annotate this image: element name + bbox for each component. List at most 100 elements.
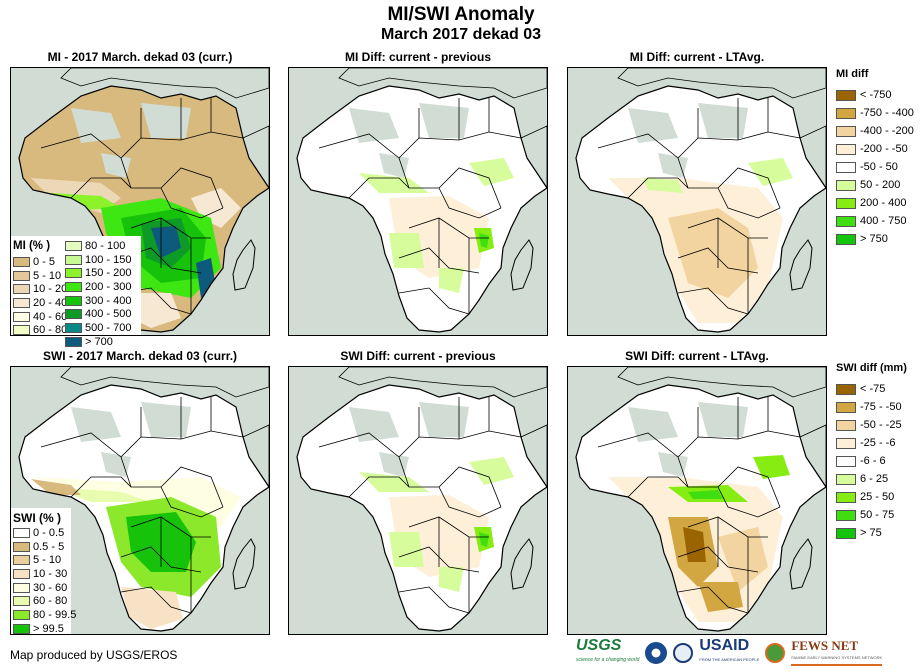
fews-globe-icon — [765, 643, 786, 663]
swi-diff-legend: SWI diff (mm) < -75 -75 - -50 -50 - -25 -25… — [836, 362, 907, 542]
main-title: MI/SWI Anomaly — [387, 4, 535, 25]
country-border — [717, 486, 781, 518]
mi-legend-item: 300 - 400 — [65, 294, 141, 308]
mi-legend-swatch — [65, 240, 82, 251]
swi-legend-swatch — [13, 541, 30, 552]
africa-coastline — [296, 384, 547, 632]
swi-legend-swatch — [13, 609, 30, 620]
europe-outline — [60, 367, 269, 398]
mi-legend-label: 100 - 150 — [85, 253, 132, 266]
no-data-desert-region — [658, 153, 688, 178]
map-panel-swi-diff-ltavg[interactable] — [567, 366, 827, 635]
africa-map — [18, 367, 269, 632]
swi-legend-swatch — [13, 527, 30, 538]
country-border — [438, 517, 470, 613]
africa-coastline — [575, 85, 826, 333]
mi-diff-legend-swatch — [836, 125, 856, 137]
value-region — [517, 545, 529, 572]
africa-coastline — [575, 384, 826, 632]
mi-legend-item: 60 - 80 — [13, 323, 75, 337]
country-border — [717, 187, 781, 219]
mi-legend-swatch — [65, 336, 82, 347]
country-border — [160, 517, 192, 613]
value-region — [439, 268, 464, 293]
usgs-logo-text: USGS — [576, 637, 622, 654]
mi-legend-label: 40 - 60 — [33, 310, 68, 323]
mi-diff-legend-label: 400 - 750 — [860, 215, 907, 227]
mi-diff-legend-item: 50 - 200 — [836, 176, 914, 194]
swi-diff-legend-label: > 75 — [860, 527, 882, 539]
mi-legend-swatch — [13, 311, 30, 322]
madagascar-outline — [789, 538, 813, 590]
madagascar-outline — [232, 538, 256, 590]
mi-legend-item: 100 - 150 — [65, 253, 141, 267]
no-data-desert-region — [141, 402, 191, 437]
swi-diff-legend-item: 25 - 50 — [836, 488, 907, 506]
swi-legend-swatch — [13, 555, 30, 566]
mi-legend-item: 150 - 200 — [65, 266, 141, 280]
swi-diff-legend-item: 6 - 25 — [836, 470, 907, 488]
value-region — [796, 246, 808, 273]
no-data-desert-region — [419, 103, 469, 138]
swi-diff-legend-swatch — [836, 473, 856, 485]
country-border — [438, 187, 502, 219]
value-region — [237, 240, 255, 288]
fews-net-logo: FEWS NET FAMINE EARLY WARNING SYSTEMS NE… — [791, 639, 883, 666]
value-region — [121, 587, 183, 629]
value-region — [643, 178, 683, 193]
value-region — [698, 582, 743, 612]
mi-diff-legend-label: -50 - 50 — [860, 161, 898, 173]
no-data-desert-region — [658, 452, 688, 477]
panel-title-mi-diff-previous: MI Diff: current - previous — [344, 50, 491, 64]
swi-diff-legend-label: 50 - 75 — [860, 509, 895, 521]
swi-diff-legend-label: -6 - 6 — [860, 455, 886, 467]
mi-diff-legend-label: -400 - -200 — [860, 125, 914, 137]
no-data-desert-region — [71, 407, 121, 442]
mi-legend-item: 20 - 40 — [13, 296, 75, 310]
value-region — [517, 246, 529, 273]
country-border — [697, 98, 769, 140]
mi-legend-item: > 700 — [65, 335, 141, 349]
mi-legend-label: 60 - 80 — [33, 324, 68, 337]
map-panel-swi-diff-previous[interactable] — [288, 366, 548, 635]
swi-diff-legend-item: -50 - -25 — [836, 416, 907, 434]
mi-diff-legend-item: 400 - 750 — [836, 212, 914, 230]
mi-legend-swatch — [13, 325, 30, 336]
mi-legend-swatch — [13, 284, 30, 295]
swi-legend-swatch — [13, 596, 30, 607]
value-region — [479, 233, 489, 248]
madagascar-outline — [510, 538, 534, 590]
swi-diff-legend-item: -25 - -6 — [836, 434, 907, 452]
usaid-tagline: FROM THE AMERICAN PEOPLE — [699, 657, 760, 662]
swi-legend-label: > 99.5 — [33, 622, 64, 635]
mi-diff-legend-label: -750 - -400 — [860, 107, 914, 119]
no-data-desert-region — [349, 108, 399, 143]
map-panel-mi-diff-previous[interactable] — [288, 67, 548, 336]
usgs-logo: USGS science for a changing world — [576, 637, 639, 667]
country-border — [627, 476, 689, 498]
country-border — [160, 218, 192, 314]
swi-legend-item: 10 - 30 — [13, 567, 76, 581]
mi-legend-label: 400 - 500 — [85, 308, 132, 321]
swi-legend-item: > 99.5 — [13, 622, 76, 636]
swi-diff-legend-label: -50 - -25 — [860, 419, 902, 431]
swi-legend-swatch — [13, 582, 30, 593]
usaid-seal-icon — [673, 643, 694, 663]
swi-diff-legend-item: -75 - -50 — [836, 398, 907, 416]
usaid-logo-text: USAID — [699, 637, 750, 654]
swi-diff-legend-swatch — [836, 437, 856, 449]
country-border — [697, 397, 769, 439]
mi-diff-legend-item: -50 - 50 — [836, 158, 914, 176]
country-border — [348, 476, 410, 498]
value-region — [237, 539, 255, 587]
country-border — [418, 397, 490, 439]
africa-map — [296, 68, 547, 333]
value-region — [469, 457, 514, 485]
mi-diff-legend-swatch — [836, 233, 856, 245]
no-data-desert-region — [419, 402, 469, 437]
mi-legend-label: 20 - 40 — [33, 296, 68, 309]
mi-legend-item: 200 - 300 — [65, 280, 141, 294]
value-region — [469, 158, 514, 186]
map-panel-mi-diff-ltavg[interactable] — [567, 67, 827, 336]
country-border — [70, 476, 132, 498]
